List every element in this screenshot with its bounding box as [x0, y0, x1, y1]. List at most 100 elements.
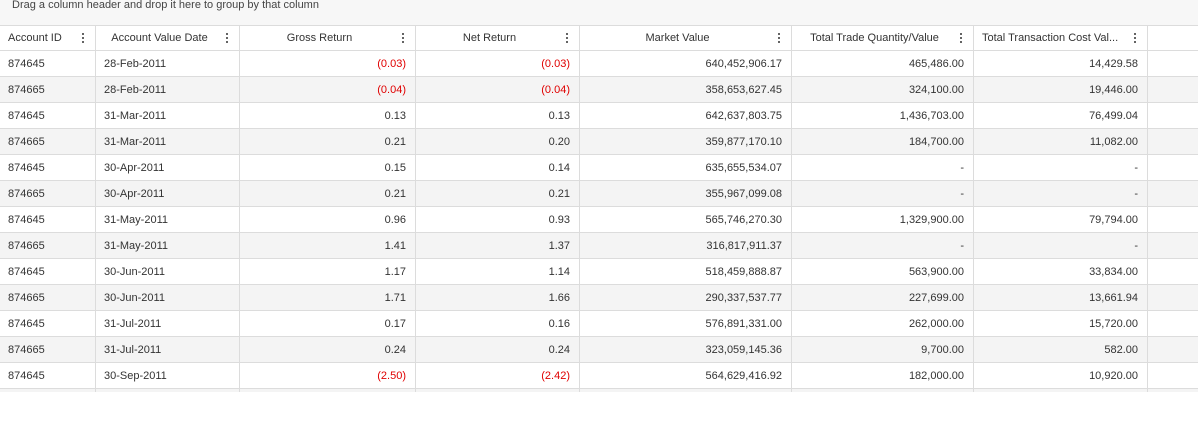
cell-market-value: 359,877,170.10 — [580, 129, 792, 154]
table-row[interactable]: 874665 31-Mar-2011 0.21 0.20 359,877,170.10 1… — [0, 129, 1198, 155]
vertical-ellipsis-icon[interactable] — [398, 31, 408, 45]
cell-market-value: 642,637,803.75 — [580, 103, 792, 128]
cell-gross-return: 0.96 — [240, 207, 416, 232]
vertical-ellipsis-icon[interactable] — [562, 31, 572, 45]
column-header-net-return[interactable]: Net Return — [416, 26, 580, 50]
cell-total-transaction-cost-value: 582.00 — [974, 337, 1148, 362]
menu-dot — [402, 37, 404, 39]
cell-account-id: 874665 — [0, 285, 96, 310]
cell-account-id: 874645 — [0, 155, 96, 180]
cell-gross-return: 1.41 — [240, 233, 416, 258]
column-header-gross-return[interactable]: Gross Return — [240, 26, 416, 50]
menu-dot — [778, 33, 780, 35]
cell-total-transaction-cost-value: 15,720.00 — [974, 311, 1148, 336]
cell-total-transaction-cost-value: 14,429.58 — [974, 51, 1148, 76]
table-row[interactable]: 874645 31-May-2011 0.96 0.93 565,746,270.30 1… — [0, 207, 1198, 233]
table-row[interactable]: 874645 31-Mar-2011 0.13 0.13 642,637,803.75 1… — [0, 103, 1198, 129]
vertical-ellipsis-icon[interactable] — [956, 31, 966, 45]
cell-account-value-date: 31-May-2011 — [96, 233, 240, 258]
table-row[interactable]: 874645 31-Jul-2011 0.17 0.16 576,891,331.00 2… — [0, 311, 1198, 337]
cell-account-value-date: 30-Sep-2011 — [96, 363, 240, 388]
table-row[interactable]: 874645 30-Apr-2011 0.15 0.14 635,655,534.07-… — [0, 155, 1198, 181]
menu-dot — [960, 41, 962, 43]
cell-net-return: (0.04) — [416, 77, 580, 102]
cell-net-return: 1.37 — [416, 233, 580, 258]
cell-net-return: 0.20 — [416, 129, 580, 154]
column-header-total-transaction-cost-value[interactable]: Total Transaction Cost Val... — [974, 26, 1148, 50]
cell-account-id: 874645 — [0, 363, 96, 388]
menu-dot — [82, 33, 84, 35]
column-header-label: Account ID — [8, 32, 62, 44]
cell-net-return: 0.14 — [416, 155, 580, 180]
menu-dot — [402, 33, 404, 35]
cell-account-id: 874665 — [0, 181, 96, 206]
cell-gross-return: (2.50) — [240, 363, 416, 388]
cell-total-transaction-cost-value: 11,082.00 — [974, 129, 1148, 154]
cell-account-id: 874645 — [0, 103, 96, 128]
menu-dot — [226, 41, 228, 43]
cell-net-return: (2.42) — [416, 363, 580, 388]
menu-dot — [566, 41, 568, 43]
cell-market-value: 635,655,534.07 — [580, 155, 792, 180]
table-row[interactable]: 874645 30-Jun-2011 1.17 1.14 518,459,888.87 5… — [0, 259, 1198, 285]
cell-account-id: 874645 — [0, 311, 96, 336]
table-row[interactable]: 874645 28-Feb-2011 (0.03) (0.03) 640,452,906… — [0, 51, 1198, 77]
cell-market-value: 316,817,911.37 — [580, 233, 792, 258]
grid-empty-area — [0, 392, 1198, 447]
menu-dot — [82, 41, 84, 43]
cell-gross-return: 0.17 — [240, 311, 416, 336]
cell-total-transaction-cost-value: 33,834.00 — [974, 259, 1148, 284]
vertical-ellipsis-icon[interactable] — [222, 31, 232, 45]
column-header-label: Total Transaction Cost Val... — [982, 32, 1119, 44]
table-row[interactable]: 874665 30-Jun-2011 1.71 1.66 290,337,537.77 2… — [0, 285, 1198, 311]
cell-gross-return: 0.24 — [240, 337, 416, 362]
menu-dot — [82, 37, 84, 39]
cell-gross-return: 1.17 — [240, 259, 416, 284]
cell-gross-return: 0.21 — [240, 181, 416, 206]
group-panel[interactable]: Drag a column header and drop it here to… — [0, 0, 1198, 26]
cell-market-value: 358,653,627.45 — [580, 77, 792, 102]
menu-dot — [566, 33, 568, 35]
menu-dot — [566, 37, 568, 39]
column-header-market-value[interactable]: Market Value — [580, 26, 792, 50]
vertical-ellipsis-icon[interactable] — [78, 31, 88, 45]
cell-total-trade-quantity-value: 184,700.00 — [792, 129, 974, 154]
cell-net-return: 0.93 — [416, 207, 580, 232]
column-header-label: Total Trade Quantity/Value — [810, 32, 939, 44]
table-row[interactable]: 874665 30-Apr-2011 0.21 0.21 355,967,099.08-… — [0, 181, 1198, 207]
vertical-ellipsis-icon[interactable] — [1130, 31, 1140, 45]
vertical-ellipsis-icon[interactable] — [774, 31, 784, 45]
column-header-account-id[interactable]: Account ID — [0, 26, 96, 50]
cell-account-value-date: 28-Feb-2011 — [96, 51, 240, 76]
grid-body: 874645 28-Feb-2011 (0.03) (0.03) 640,452,906… — [0, 51, 1198, 415]
menu-dot — [960, 33, 962, 35]
column-header-label: Market Value — [645, 32, 710, 44]
table-row[interactable]: 874665 31-May-2011 1.41 1.37 316,817,911.37-… — [0, 233, 1198, 259]
cell-account-value-date: 30-Apr-2011 — [96, 181, 240, 206]
cell-total-trade-quantity-value: - — [792, 155, 974, 180]
cell-net-return: 0.13 — [416, 103, 580, 128]
cell-gross-return: 0.13 — [240, 103, 416, 128]
cell-gross-return: 0.21 — [240, 129, 416, 154]
column-header-label: Account Value Date — [111, 32, 208, 44]
cell-market-value: 290,337,537.77 — [580, 285, 792, 310]
cell-account-value-date: 30-Jun-2011 — [96, 285, 240, 310]
cell-total-transaction-cost-value: - — [974, 233, 1148, 258]
cell-total-transaction-cost-value: - — [974, 155, 1148, 180]
menu-dot — [226, 33, 228, 35]
cell-account-value-date: 30-Apr-2011 — [96, 155, 240, 180]
table-row[interactable]: 874665 31-Jul-2011 0.24 0.24 323,059,145.36 9… — [0, 337, 1198, 363]
cell-total-transaction-cost-value: 13,661.94 — [974, 285, 1148, 310]
data-grid: Account ID Account Value Date Gross Return… — [0, 26, 1198, 415]
cell-net-return: 1.66 — [416, 285, 580, 310]
column-header-total-trade-quantity-value[interactable]: Total Trade Quantity/Value — [792, 26, 974, 50]
cell-total-transaction-cost-value: 10,920.00 — [974, 363, 1148, 388]
table-row[interactable]: 874665 28-Feb-2011 (0.04) (0.04) 358,653,627… — [0, 77, 1198, 103]
menu-dot — [1134, 33, 1136, 35]
column-header-account-value-date[interactable]: Account Value Date — [96, 26, 240, 50]
cell-net-return: 0.21 — [416, 181, 580, 206]
table-row[interactable]: 874645 30-Sep-2011 (2.50) (2.42) 564,629,416… — [0, 363, 1198, 389]
cell-total-trade-quantity-value: 1,329,900.00 — [792, 207, 974, 232]
menu-dot — [778, 37, 780, 39]
cell-gross-return: (0.04) — [240, 77, 416, 102]
